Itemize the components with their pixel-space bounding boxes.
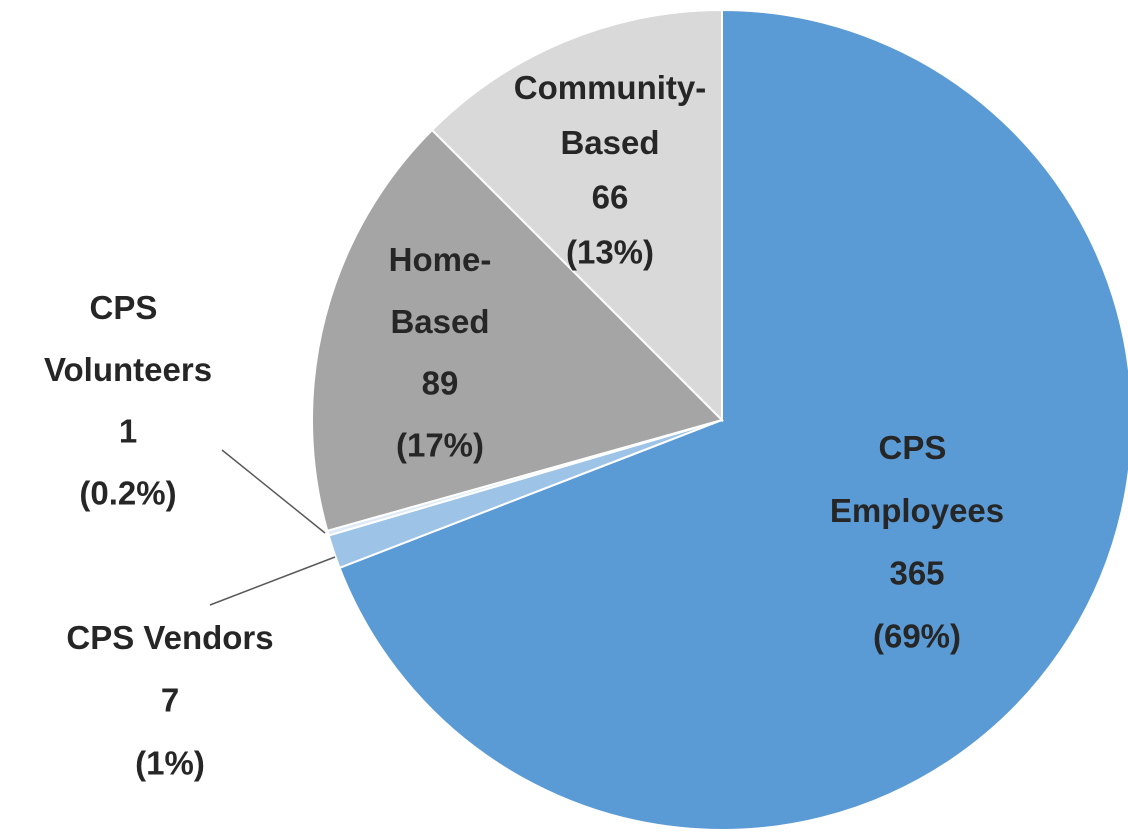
slice-percent: (0.2%): [79, 475, 176, 512]
slice-name: Community-Based: [514, 69, 707, 161]
slice-name: CPS Employees: [830, 429, 1004, 529]
slice-name: CPS Volunteers: [44, 289, 212, 388]
pie-slice: [311, 128, 724, 533]
slice-percent: (17%): [396, 427, 484, 464]
slice-value: 89: [422, 365, 459, 402]
leader-line: [221, 449, 326, 534]
slice-value: 66: [592, 179, 629, 216]
slice-value: 7: [161, 682, 179, 719]
slice-percent: (69%): [873, 618, 961, 655]
pie-slice: [338, 8, 1128, 831]
slice-value: 365: [889, 555, 944, 592]
leader-line: [209, 556, 336, 606]
slice-name: Home-Based: [389, 241, 492, 340]
slice-name: CPS Vendors: [66, 619, 273, 656]
slice-percent: (13%): [566, 234, 654, 271]
pie-slice: [430, 8, 723, 423]
slice-percent: (1%): [135, 745, 205, 782]
slice-value: 1: [119, 413, 137, 450]
